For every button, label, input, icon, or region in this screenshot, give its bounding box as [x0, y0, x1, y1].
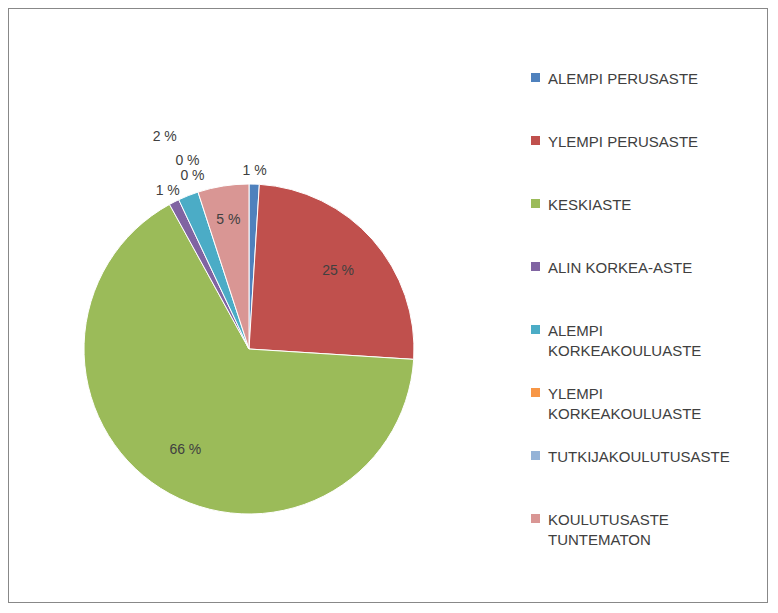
svg-text:1 %: 1 % — [156, 182, 180, 198]
svg-text:2 %: 2 % — [153, 128, 177, 144]
html-text:ALEMPI PERUSASTE: ALEMPI PERUSASTE — [548, 70, 698, 87]
svg-text:66 %: 66 % — [169, 441, 201, 457]
html-text:KESKIASTE: KESKIASTE — [548, 196, 632, 213]
html-text:KOULUTUSASTE TUNTEMATON: KOULUTUSASTE TUNTEMATON — [548, 511, 669, 548]
svg-text:0 %: 0 % — [180, 167, 204, 183]
html-text:YLEMPI PERUSASTE: YLEMPI PERUSASTE — [548, 133, 698, 150]
html-text:TUTKIJAKOULUTUSASTE: TUTKIJAKOULUTUSASTE — [548, 448, 730, 465]
html-text:YLEMPI KORKEAKOULUASTE: YLEMPI KORKEAKOULUASTE — [548, 385, 702, 422]
svg-text:25 %: 25 % — [322, 262, 354, 278]
svg-text:0 %: 0 % — [175, 152, 199, 168]
svg-text:5 %: 5 % — [216, 211, 240, 227]
html-text:ALIN KORKEA-ASTE: ALIN KORKEA-ASTE — [548, 259, 693, 276]
svg-text:1 %: 1 % — [243, 162, 267, 178]
html-text:ALEMPI KORKEAKOULUASTE: ALEMPI KORKEAKOULUASTE — [548, 322, 702, 359]
